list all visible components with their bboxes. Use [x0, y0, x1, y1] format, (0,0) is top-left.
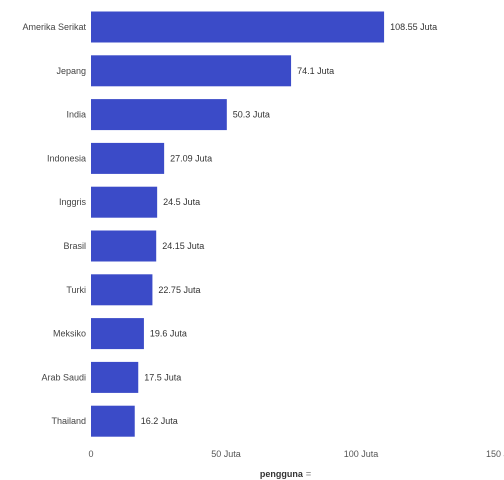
value-label-thailand: 16.2 Juta — [141, 416, 178, 426]
x-axis-title-suffix: = — [306, 469, 311, 479]
value-label-meksiko: 19.6 Juta — [150, 329, 187, 339]
bar-meksiko[interactable] — [91, 318, 144, 350]
bar-jepang[interactable] — [91, 55, 292, 87]
category-label-meksiko: Meksiko — [53, 329, 86, 339]
tick-label-0: 0 — [88, 449, 93, 459]
category-label-india: India — [66, 110, 86, 120]
tick-label-150: 150 Juta — [486, 449, 504, 459]
category-label-inggris: Inggris — [59, 197, 87, 207]
x-axis-ticks: 0 50 Juta 100 Juta 150 Juta — [88, 449, 504, 459]
category-label-indonesia: Indonesia — [47, 153, 86, 163]
value-label-inggris: 24.5 Juta — [163, 197, 200, 207]
category-label-arab-saudi: Arab Saudi — [41, 372, 86, 382]
bar-india[interactable] — [91, 99, 227, 131]
bar-thailand[interactable] — [91, 405, 135, 437]
category-label-jepang: Jepang — [56, 66, 86, 76]
value-labels: 108.55 Juta 74.1 Juta 50.3 Juta 27.09 Juta 2… — [141, 22, 437, 426]
bar-amerika-serikat[interactable] — [91, 11, 385, 43]
bars-group — [91, 11, 385, 437]
bar-brasil[interactable] — [91, 230, 157, 262]
bar-arab-saudi[interactable] — [91, 361, 139, 393]
category-label-turki: Turki — [66, 285, 86, 295]
category-label-brasil: Brasil — [63, 241, 86, 251]
category-label-amerika-serikat: Amerika Serikat — [22, 22, 86, 32]
value-label-amerika-serikat: 108.55 Juta — [390, 22, 437, 32]
category-labels: Amerika Serikat Jepang India Indonesia Inggr… — [22, 22, 86, 426]
value-label-india: 50.3 Juta — [233, 110, 270, 120]
bar-indonesia[interactable] — [91, 142, 165, 174]
x-axis-title: pengguna = — [260, 469, 311, 479]
tick-label-50: 50 Juta — [211, 449, 241, 459]
value-label-arab-saudi: 17.5 Juta — [144, 372, 181, 382]
value-label-turki: 22.75 Juta — [158, 285, 200, 295]
value-label-jepang: 74.1 Juta — [297, 66, 334, 76]
category-label-thailand: Thailand — [51, 416, 86, 426]
bar-inggris[interactable] — [91, 186, 158, 218]
value-label-indonesia: 27.09 Juta — [170, 153, 212, 163]
tick-label-100: 100 Juta — [344, 449, 379, 459]
value-label-brasil: 24.15 Juta — [162, 241, 204, 251]
bar-turki[interactable] — [91, 274, 153, 306]
